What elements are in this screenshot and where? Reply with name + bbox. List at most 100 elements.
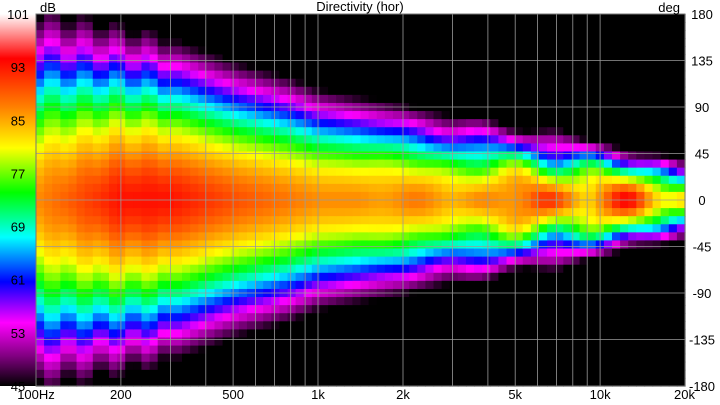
heatmap-cell <box>52 30 61 39</box>
heatmap-cell <box>360 256 370 266</box>
heatmap-cell <box>271 361 280 371</box>
heatmap-cell <box>100 240 110 250</box>
heatmap-cell <box>636 183 646 193</box>
heatmap-cell <box>514 159 524 169</box>
heatmap-cell <box>311 224 321 233</box>
heatmap-cell <box>457 297 467 306</box>
heatmap-cell <box>482 361 491 371</box>
heatmap-cell <box>506 208 516 217</box>
heatmap-cell <box>457 329 467 339</box>
heatmap-cell <box>190 143 199 153</box>
heatmap-cell <box>668 256 678 266</box>
heatmap-cell <box>190 151 199 161</box>
heatmap-cell <box>482 248 491 258</box>
heatmap-cell <box>149 280 159 290</box>
heatmap-cell <box>36 272 45 282</box>
heatmap-cell <box>498 361 508 371</box>
heatmap-cell <box>84 175 94 185</box>
heatmap-cell <box>644 183 654 193</box>
heatmap-cell <box>149 22 159 31</box>
heatmap-cell <box>368 38 378 47</box>
heatmap-cell <box>109 321 118 330</box>
heatmap-cell <box>141 46 151 56</box>
heatmap-cell <box>368 127 378 136</box>
heatmap-cell <box>498 329 508 339</box>
heatmap-cell <box>287 248 297 258</box>
heatmap-cell <box>392 280 402 290</box>
heatmap-cell <box>173 94 183 104</box>
y-tick-label: 180 <box>691 7 713 22</box>
heatmap-cell <box>538 30 548 39</box>
heatmap-cell <box>279 272 289 282</box>
heatmap-cell <box>425 167 435 177</box>
heatmap-cell <box>425 345 435 355</box>
heatmap-cell <box>636 119 646 128</box>
heatmap-cell <box>514 232 524 242</box>
heatmap-cell <box>344 377 353 387</box>
heatmap-cell <box>620 200 629 209</box>
heatmap-cell <box>409 313 418 322</box>
heatmap-cell <box>384 377 394 387</box>
heatmap-cell <box>514 135 524 144</box>
heatmap-cell <box>652 248 662 258</box>
heatmap-cell <box>52 62 61 72</box>
heatmap-cell <box>133 313 143 322</box>
heatmap-cell <box>490 264 500 274</box>
heatmap-cell <box>279 127 289 136</box>
heatmap-cell <box>336 46 345 56</box>
heatmap-cell <box>76 119 86 128</box>
heatmap-cell <box>295 14 305 23</box>
heatmap-cell <box>603 377 613 387</box>
heatmap-cell <box>52 377 61 387</box>
heatmap-cell <box>401 264 410 274</box>
heatmap-cell <box>474 313 483 322</box>
heatmap-cell <box>498 345 508 355</box>
heatmap-cell <box>157 256 167 266</box>
heatmap-cell <box>255 353 264 363</box>
heatmap-cell <box>117 78 126 88</box>
heatmap-cell <box>328 86 337 96</box>
heatmap-cell <box>246 151 256 161</box>
heatmap-cell <box>117 175 126 185</box>
heatmap-cell <box>538 264 548 274</box>
heatmap-cell <box>392 353 402 363</box>
heatmap-cell <box>360 78 370 88</box>
heatmap-cell <box>133 86 143 96</box>
heatmap-cell <box>222 111 232 120</box>
heatmap-cell <box>506 54 516 64</box>
heatmap-cell <box>311 143 321 153</box>
heatmap-cell <box>230 151 240 161</box>
heatmap-cell <box>660 14 670 23</box>
heatmap-cell <box>425 86 435 96</box>
heatmap-cell <box>157 216 167 225</box>
heatmap-cell <box>547 167 556 177</box>
heatmap-cell <box>628 183 637 193</box>
heatmap-cell <box>376 313 386 322</box>
heatmap-cell <box>125 305 134 314</box>
heatmap-cell <box>482 143 491 153</box>
heatmap-cell <box>579 70 589 80</box>
heatmap-cell <box>222 353 232 363</box>
heatmap-cell <box>457 313 467 322</box>
heatmap-cell <box>498 78 508 88</box>
heatmap-cell <box>449 272 459 282</box>
heatmap-cell <box>52 224 61 233</box>
heatmap-cell <box>84 200 94 209</box>
heatmap-cell <box>182 119 191 128</box>
heatmap-cell <box>368 175 378 185</box>
heatmap-cell <box>441 54 451 64</box>
heatmap-cell <box>409 337 418 347</box>
heatmap-cell <box>652 264 662 274</box>
heatmap-cell <box>490 272 500 282</box>
heatmap-cell <box>482 321 491 330</box>
heatmap-cell <box>603 313 613 322</box>
heatmap-cell <box>76 224 86 233</box>
heatmap-cell <box>514 264 524 274</box>
heatmap-cell <box>238 159 248 169</box>
heatmap-cell <box>409 111 418 120</box>
heatmap-cell <box>182 151 191 161</box>
heatmap-cell <box>303 151 313 161</box>
heatmap-cell <box>547 200 556 209</box>
heatmap-cell <box>222 305 232 314</box>
heatmap-cell <box>676 54 686 64</box>
